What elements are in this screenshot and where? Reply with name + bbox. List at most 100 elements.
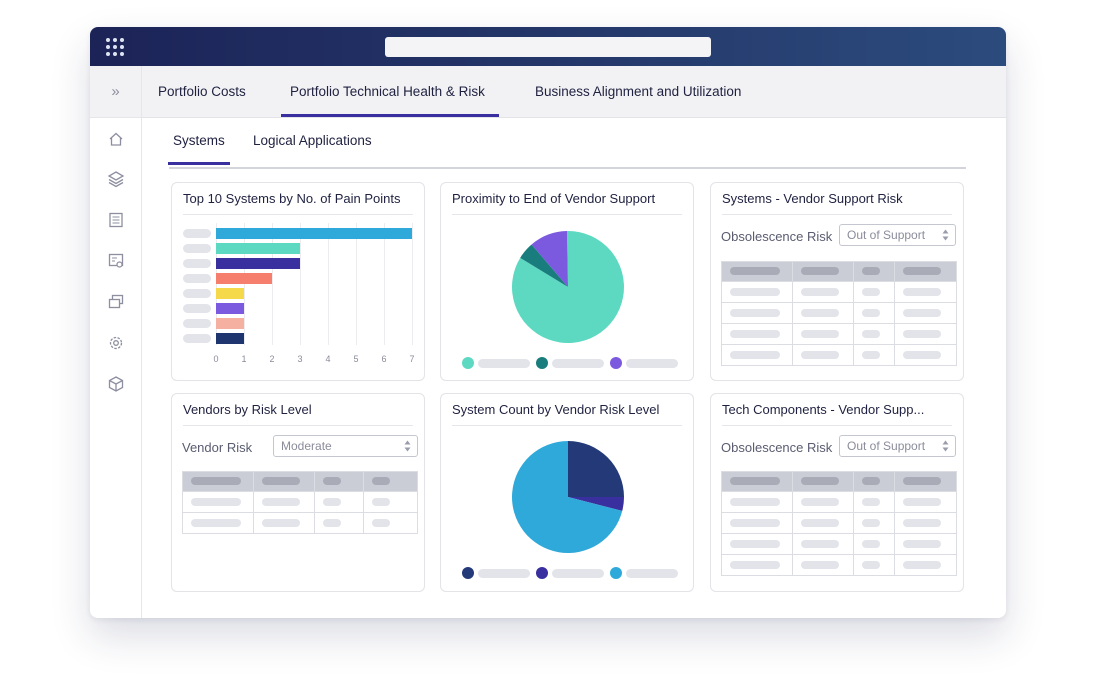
address-bar[interactable] <box>385 37 711 57</box>
bar-category-label <box>183 334 211 343</box>
legend-dot <box>536 357 548 369</box>
table-row[interactable] <box>182 491 418 513</box>
legend-label <box>552 569 604 578</box>
bar-category-label <box>183 229 211 238</box>
legend-dot <box>536 567 548 579</box>
select-value: Out of Support <box>847 439 926 453</box>
legend-dot <box>610 357 622 369</box>
home-icon[interactable] <box>107 130 125 148</box>
windows-icon[interactable] <box>107 293 125 311</box>
table-row[interactable] <box>182 512 418 534</box>
expand-sidebar-button[interactable]: » <box>90 66 141 118</box>
card-title: Top 10 Systems by No. of Pain Points <box>183 183 413 215</box>
proximity-card: Proximity to End of Vendor Support <box>440 182 694 381</box>
legend-label <box>478 569 530 578</box>
grid-line <box>412 223 413 345</box>
layers-icon[interactable] <box>107 170 125 188</box>
table-row[interactable] <box>721 323 957 345</box>
card-title: Vendors by Risk Level <box>183 394 413 426</box>
gear-icon[interactable] <box>107 334 125 352</box>
table-row[interactable] <box>721 281 957 303</box>
vendor-risk-select[interactable]: Moderate <box>273 435 418 457</box>
legend-label <box>478 359 530 368</box>
bar[interactable] <box>216 273 272 284</box>
bar[interactable] <box>216 303 244 314</box>
obsolescence-risk-select[interactable]: Out of Support <box>839 435 956 457</box>
settings-screen-icon[interactable] <box>107 252 125 270</box>
obsolescence-risk-select[interactable]: Out of Support <box>839 224 956 246</box>
sidebar: » <box>90 66 142 618</box>
grid-line <box>244 223 245 345</box>
grid-line <box>328 223 329 345</box>
legend-label <box>626 359 678 368</box>
select-value: Moderate <box>281 439 332 453</box>
card-title: Proximity to End of Vendor Support <box>452 183 682 215</box>
systems-vendor-risk-card: Systems - Vendor Support Risk Obsolescen… <box>710 182 964 381</box>
system-count-pie-chart <box>512 441 624 553</box>
x-tick-label: 6 <box>381 354 387 364</box>
bar[interactable] <box>216 228 412 239</box>
tech-components-card: Tech Components - Vendor Supp... Obsoles… <box>710 393 964 592</box>
pie-slice[interactable] <box>568 497 624 511</box>
card-title: System Count by Vendor Risk Level <box>452 394 682 426</box>
system-count-card: System Count by Vendor Risk Level <box>440 393 694 592</box>
bar-category-label <box>183 319 211 328</box>
table-row[interactable] <box>721 491 957 513</box>
grid-line <box>384 223 385 345</box>
x-tick-label: 2 <box>269 354 275 364</box>
table-row[interactable] <box>721 302 957 324</box>
obsolescence-risk-label: Obsolescence Risk <box>721 440 833 455</box>
subtab-systems[interactable]: Systems <box>168 133 230 165</box>
card-title: Tech Components - Vendor Supp... <box>722 394 952 426</box>
legend-dot <box>610 567 622 579</box>
grid-line <box>216 223 217 345</box>
select-value: Out of Support <box>847 228 926 242</box>
table-row[interactable] <box>721 512 957 534</box>
bar[interactable] <box>216 333 244 344</box>
tab-portfolio-costs[interactable]: Portfolio Costs <box>158 84 246 99</box>
pie-slice[interactable] <box>512 441 623 553</box>
systems-vendor-risk-table <box>721 261 957 366</box>
bar-category-label <box>183 274 211 283</box>
vendor-risk-label: Vendor Risk <box>182 440 253 455</box>
pain-points-card: Top 10 Systems by No. of Pain Points 0 1 2… <box>171 182 425 381</box>
bar[interactable] <box>216 258 300 269</box>
x-tick-label: 4 <box>325 354 331 364</box>
card-title: Systems - Vendor Support Risk <box>722 183 952 215</box>
bar[interactable] <box>216 318 244 329</box>
x-tick-label: 3 <box>297 354 303 364</box>
document-icon[interactable] <box>107 211 125 229</box>
table-row[interactable] <box>721 533 957 555</box>
double-chevron-right-icon: » <box>111 83 120 100</box>
pie-slice[interactable] <box>531 231 568 287</box>
main-tab-bar: Portfolio Costs Portfolio Technical Heal… <box>142 66 1006 118</box>
pie-slice[interactable] <box>520 244 568 287</box>
tab-portfolio-technical-health-risk[interactable]: Portfolio Technical Health & Risk <box>281 66 499 117</box>
select-arrows-icon <box>942 440 949 452</box>
bar[interactable] <box>216 288 244 299</box>
x-tick-label: 5 <box>353 354 359 364</box>
pie-slice[interactable] <box>568 441 624 497</box>
tab-business-alignment-utilization[interactable]: Business Alignment and Utilization <box>535 84 742 99</box>
x-tick-label: 1 <box>241 354 247 364</box>
x-tick-label: 0 <box>213 354 219 364</box>
bar[interactable] <box>216 243 300 254</box>
select-arrows-icon <box>404 440 411 452</box>
proximity-pie-chart <box>512 231 624 343</box>
apps-grid-icon[interactable] <box>106 38 124 56</box>
sub-tab-bar: Systems Logical Applications <box>168 117 966 169</box>
legend-dot <box>462 567 474 579</box>
cube-icon[interactable] <box>107 375 125 393</box>
table-row[interactable] <box>721 554 957 576</box>
select-arrows-icon <box>942 229 949 241</box>
legend-label <box>552 359 604 368</box>
x-tick-label: 7 <box>409 354 415 364</box>
table-row[interactable] <box>721 344 957 366</box>
grid-line <box>272 223 273 345</box>
vendors-risk-card: Vendors by Risk Level Vendor Risk Modera… <box>171 393 425 592</box>
title-bar <box>90 27 1006 66</box>
grid-line <box>356 223 357 345</box>
bar-category-label <box>183 244 211 253</box>
subtab-logical-applications[interactable]: Logical Applications <box>253 133 372 148</box>
bar-category-label <box>183 259 211 268</box>
